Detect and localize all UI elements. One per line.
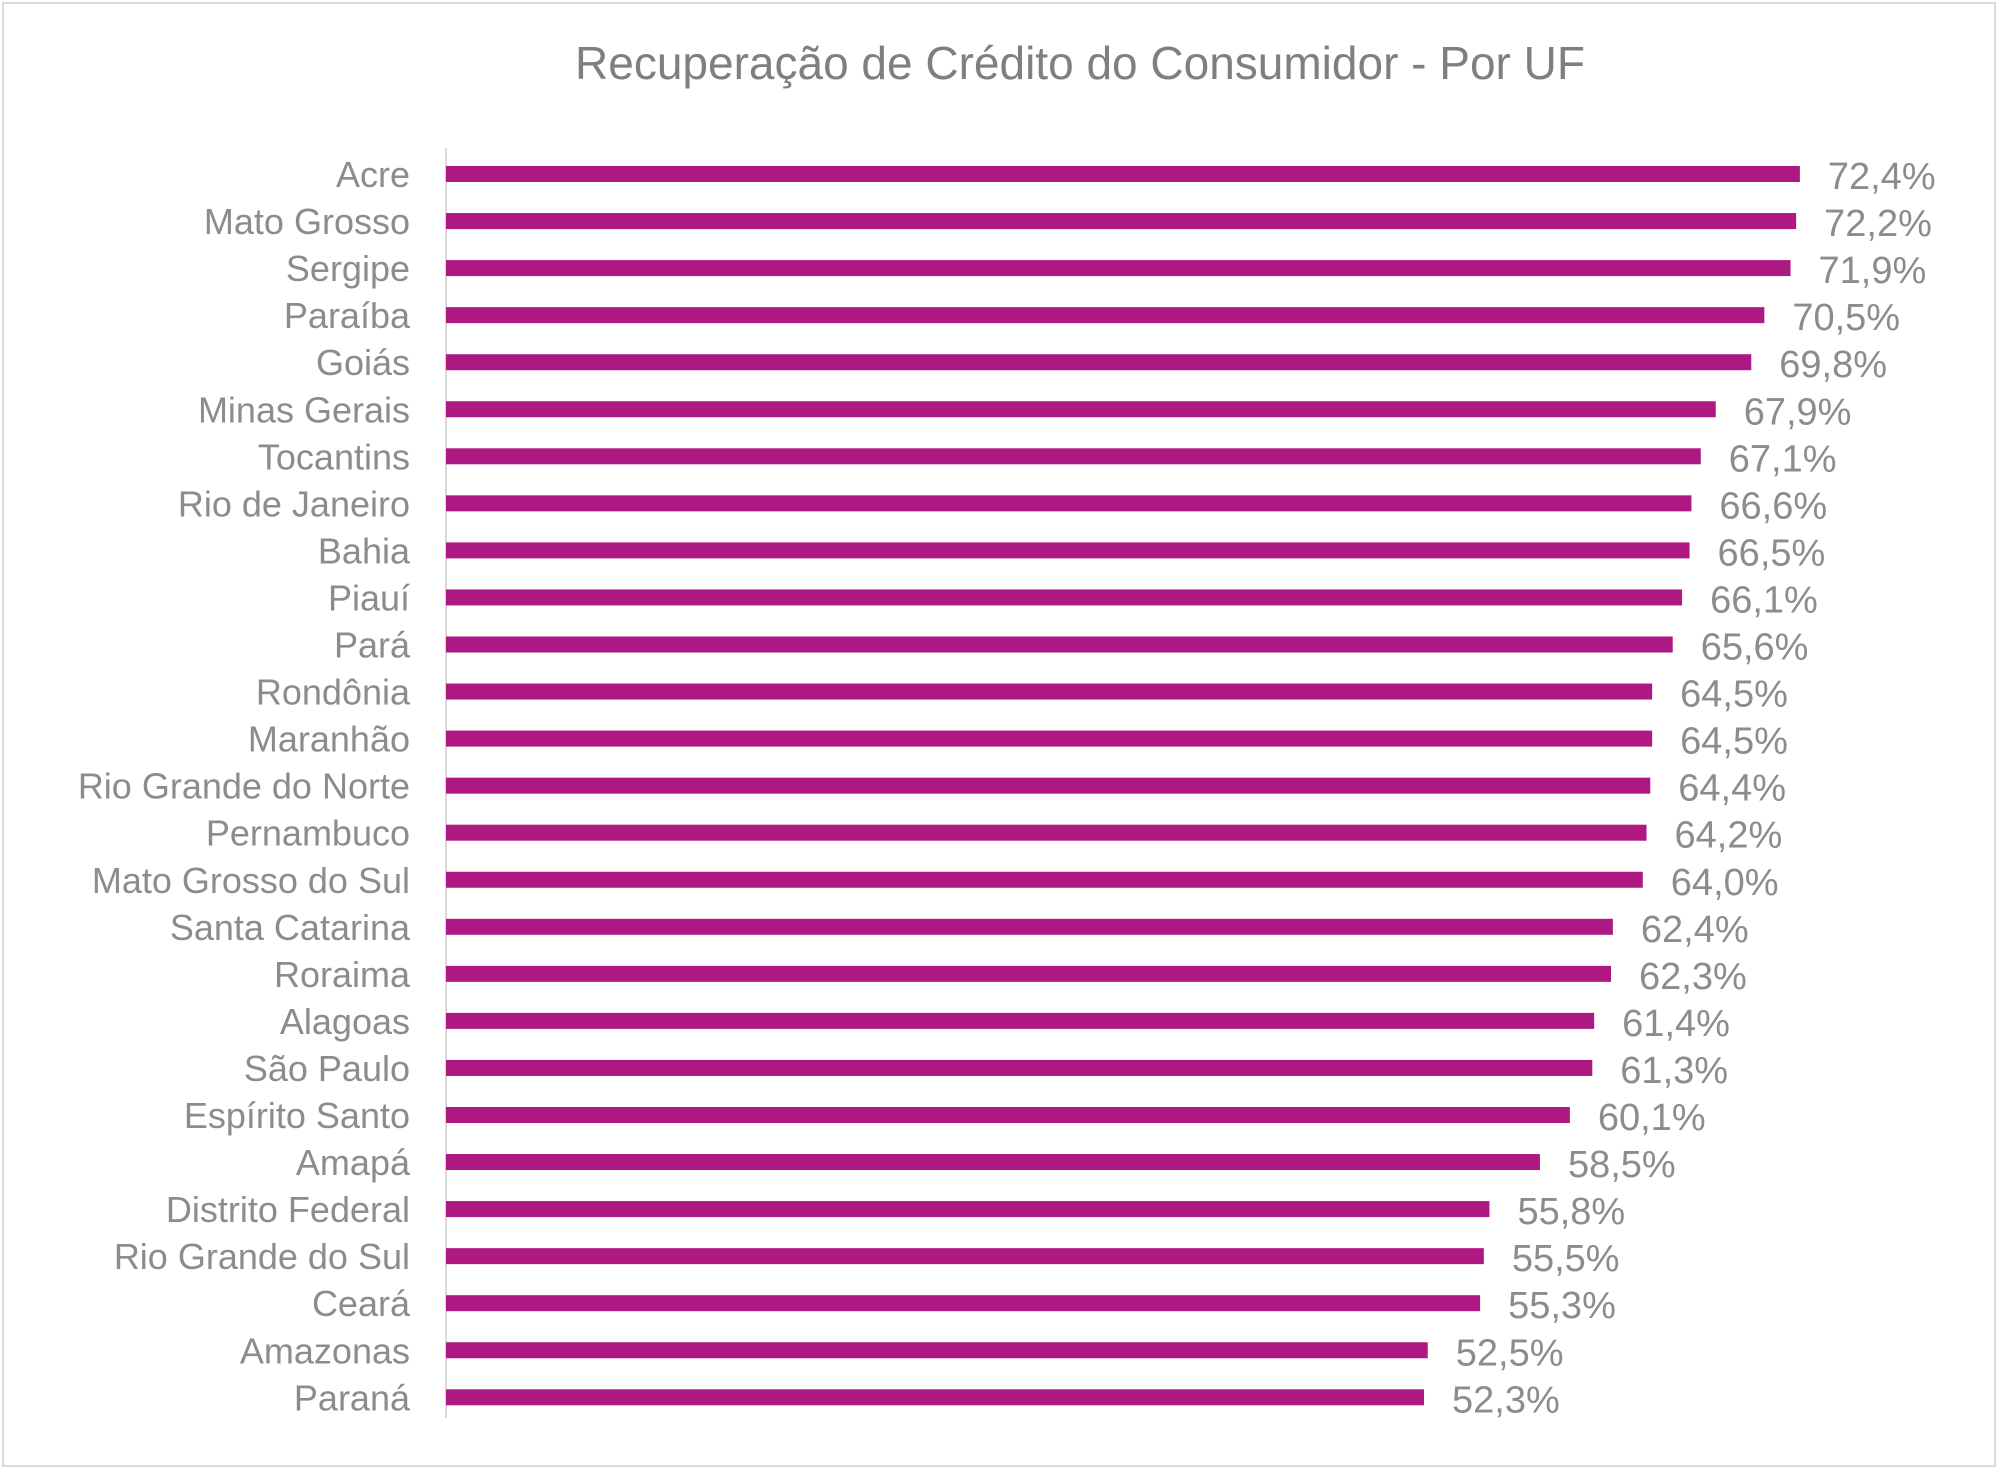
bar xyxy=(446,448,1701,465)
bar xyxy=(446,1248,1484,1265)
category-label: Rio Grande do Norte xyxy=(78,766,410,807)
category-label: Roraima xyxy=(274,954,411,995)
data-label: 66,6% xyxy=(1719,485,1827,527)
bar xyxy=(446,824,1647,841)
data-label: 66,1% xyxy=(1710,579,1818,621)
data-label: 72,4% xyxy=(1828,156,1936,198)
category-label: São Paulo xyxy=(244,1048,410,1089)
bar xyxy=(446,260,1791,277)
bar xyxy=(446,1012,1595,1029)
category-label: Tocantins xyxy=(258,436,410,477)
category-label: Minas Gerais xyxy=(198,389,410,430)
bar xyxy=(446,1107,1570,1123)
data-label: 64,4% xyxy=(1678,768,1786,810)
bar xyxy=(446,166,1800,182)
category-label: Santa Catarina xyxy=(170,907,411,948)
data-label: 62,4% xyxy=(1641,909,1749,951)
bar xyxy=(446,965,1612,982)
category-label: Rio Grande do Sul xyxy=(114,1236,410,1277)
category-label: Paraná xyxy=(294,1377,411,1418)
bar xyxy=(446,683,1653,700)
data-label: 69,8% xyxy=(1779,344,1887,386)
bar xyxy=(446,871,1643,888)
bar xyxy=(446,495,1692,512)
category-label: Sergipe xyxy=(286,248,410,289)
category-label: Espírito Santo xyxy=(184,1095,410,1136)
data-label: 61,4% xyxy=(1622,1003,1730,1045)
category-label: Amapá xyxy=(296,1142,411,1183)
category-label: Rondônia xyxy=(256,672,411,713)
category-label: Distrito Federal xyxy=(166,1189,410,1230)
bar xyxy=(446,1154,1540,1171)
data-label: 55,3% xyxy=(1508,1285,1616,1327)
category-label: Goiás xyxy=(316,342,410,383)
data-label: 64,2% xyxy=(1675,815,1783,857)
data-label: 52,3% xyxy=(1452,1379,1560,1421)
data-label: 52,5% xyxy=(1456,1332,1564,1374)
chart-title: Recuperação de Crédito do Consumidor - P… xyxy=(575,37,1585,89)
bar xyxy=(446,1342,1428,1359)
bar xyxy=(446,1059,1593,1076)
category-label: Bahia xyxy=(318,530,411,571)
data-label: 64,0% xyxy=(1671,862,1779,904)
bar xyxy=(446,918,1613,935)
bar xyxy=(446,1295,1481,1312)
category-label: Paraíba xyxy=(284,295,411,336)
category-label: Maranhão xyxy=(248,719,410,760)
category-label: Amazonas xyxy=(240,1330,410,1371)
data-label: 67,9% xyxy=(1744,391,1852,433)
category-label: Mato Grosso do Sul xyxy=(92,860,410,901)
data-label: 66,5% xyxy=(1718,532,1826,574)
data-label: 67,1% xyxy=(1729,438,1837,480)
category-label: Ceará xyxy=(312,1283,411,1324)
data-label: 65,6% xyxy=(1701,627,1809,669)
bar xyxy=(446,213,1797,230)
bar xyxy=(446,542,1690,559)
data-label: 62,3% xyxy=(1639,956,1747,998)
bar xyxy=(446,589,1683,606)
data-label: 71,9% xyxy=(1819,250,1927,292)
data-label: 70,5% xyxy=(1792,297,1900,339)
bar xyxy=(446,401,1716,418)
data-label: 64,5% xyxy=(1680,674,1788,716)
category-label: Mato Grosso xyxy=(204,201,410,242)
bar xyxy=(446,1201,1490,1218)
bar xyxy=(446,777,1651,794)
data-label: 72,2% xyxy=(1824,203,1932,245)
data-label: 58,5% xyxy=(1568,1144,1676,1186)
category-label: Pernambuco xyxy=(206,813,410,854)
category-label: Piauí xyxy=(328,577,410,618)
category-label: Pará xyxy=(334,625,411,666)
data-label: 64,5% xyxy=(1680,721,1788,763)
category-label: Alagoas xyxy=(280,1001,410,1042)
bar xyxy=(446,354,1752,371)
category-label: Acre xyxy=(336,154,410,195)
data-label: 55,8% xyxy=(1517,1191,1625,1233)
data-label: 55,5% xyxy=(1512,1238,1620,1280)
bar xyxy=(446,636,1673,653)
data-label: 61,3% xyxy=(1620,1050,1728,1092)
bar xyxy=(446,307,1765,324)
category-label: Rio de Janeiro xyxy=(178,483,410,524)
bar xyxy=(446,1389,1425,1406)
data-label: 60,1% xyxy=(1598,1097,1706,1139)
bar xyxy=(446,730,1653,747)
